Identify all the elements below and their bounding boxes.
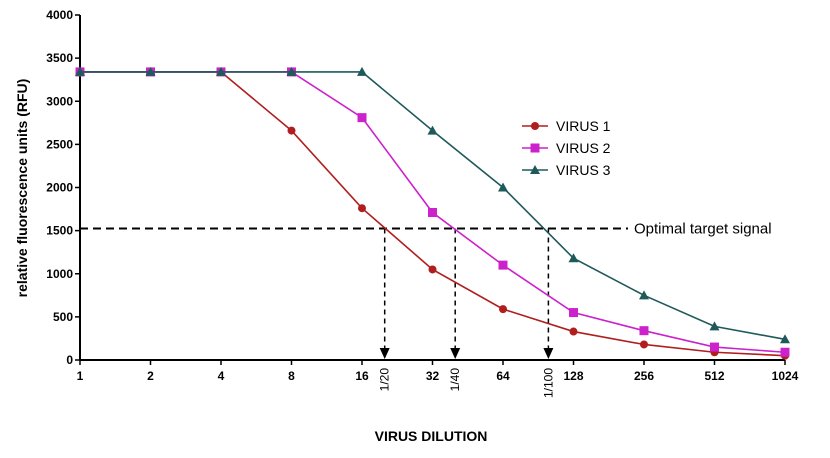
dilution-marker-label: 1/40	[448, 368, 462, 392]
data-point	[358, 204, 366, 213]
x-tick-label: 4	[218, 369, 225, 383]
dilution-arrowhead	[543, 348, 554, 359]
data-point	[780, 334, 790, 344]
series-2	[75, 67, 790, 357]
x-tick-label: 128	[563, 369, 583, 383]
legend-label: VIRUS 1	[556, 118, 611, 134]
legend-item: VIRUS 2	[522, 140, 611, 156]
data-point	[499, 305, 507, 314]
x-tick-label: 512	[704, 369, 724, 383]
x-tick-label: 64	[496, 369, 510, 383]
y-axis-title: relative fluorescence units (RFU)	[14, 79, 30, 298]
dilution-arrowhead	[379, 348, 390, 359]
data-point	[530, 143, 540, 153]
axes: 0 500 1000 1500 2000 2500 3000 3500 4000 1 2 4 8 16 32…	[46, 8, 798, 383]
data-point	[498, 182, 508, 192]
axis-titles: VIRUS DILUTION relative fluorescence uni…	[14, 79, 487, 444]
dilution-arrowhead	[450, 348, 461, 359]
x-tick-label: 256	[634, 369, 654, 383]
series-line	[80, 71, 786, 341]
data-point	[357, 113, 367, 123]
data-point	[639, 290, 649, 300]
data-point	[216, 66, 226, 76]
data-point	[357, 66, 367, 76]
data-point	[531, 122, 539, 130]
data-point	[569, 327, 578, 336]
data-point	[569, 308, 578, 318]
y-tick-label: 2500	[46, 137, 73, 151]
y-tick-label: 500	[53, 310, 73, 324]
series-3	[75, 66, 790, 344]
x-tick-label: 8	[288, 369, 295, 383]
data-point	[530, 165, 540, 174]
y-tick-label: 3000	[46, 94, 73, 108]
data-point	[498, 260, 508, 270]
data-point	[639, 326, 649, 336]
legend-item: VIRUS 1	[522, 118, 611, 134]
data-point	[428, 265, 437, 274]
data-point	[780, 347, 790, 357]
dilution-marker-label: 1/100	[541, 368, 555, 398]
legend-label: VIRUS 2	[556, 140, 611, 156]
x-tick-label: 2	[147, 369, 154, 383]
x-tick-label: 1	[77, 369, 84, 383]
y-tick-label: 1500	[46, 224, 73, 238]
x-tick-label: 16	[355, 369, 369, 383]
reference-layer: Optimal target signal 1/20 1/40 1/100	[80, 220, 772, 398]
y-tick-label: 3500	[46, 51, 73, 65]
data-point	[75, 66, 85, 76]
data-point	[427, 125, 438, 135]
dilution-marker-label: 1/20	[378, 368, 392, 392]
data-point	[710, 342, 719, 352]
legend-item: VIRUS 3	[522, 162, 611, 178]
data-point	[286, 66, 297, 76]
x-tick-label: 32	[426, 369, 440, 383]
x-axis-title: VIRUS DILUTION	[375, 428, 488, 444]
data-point	[287, 126, 296, 135]
y-tick-label: 1000	[46, 267, 73, 281]
legend: VIRUS 1 VIRUS 2 VIRUS 3	[522, 118, 611, 178]
data-point	[568, 253, 579, 263]
y-tick-label: 4000	[46, 8, 73, 22]
optimal-target-label: Optimal target signal	[634, 220, 772, 237]
series-layer	[75, 66, 790, 360]
data-point	[428, 208, 437, 218]
x-tick-label: 1024	[772, 369, 799, 383]
legend-label: VIRUS 3	[556, 162, 611, 178]
data-point	[145, 66, 156, 76]
data-point	[709, 321, 720, 331]
y-tick-label: 2000	[46, 181, 73, 195]
data-point	[640, 340, 648, 349]
y-tick-label: 0	[66, 353, 73, 367]
